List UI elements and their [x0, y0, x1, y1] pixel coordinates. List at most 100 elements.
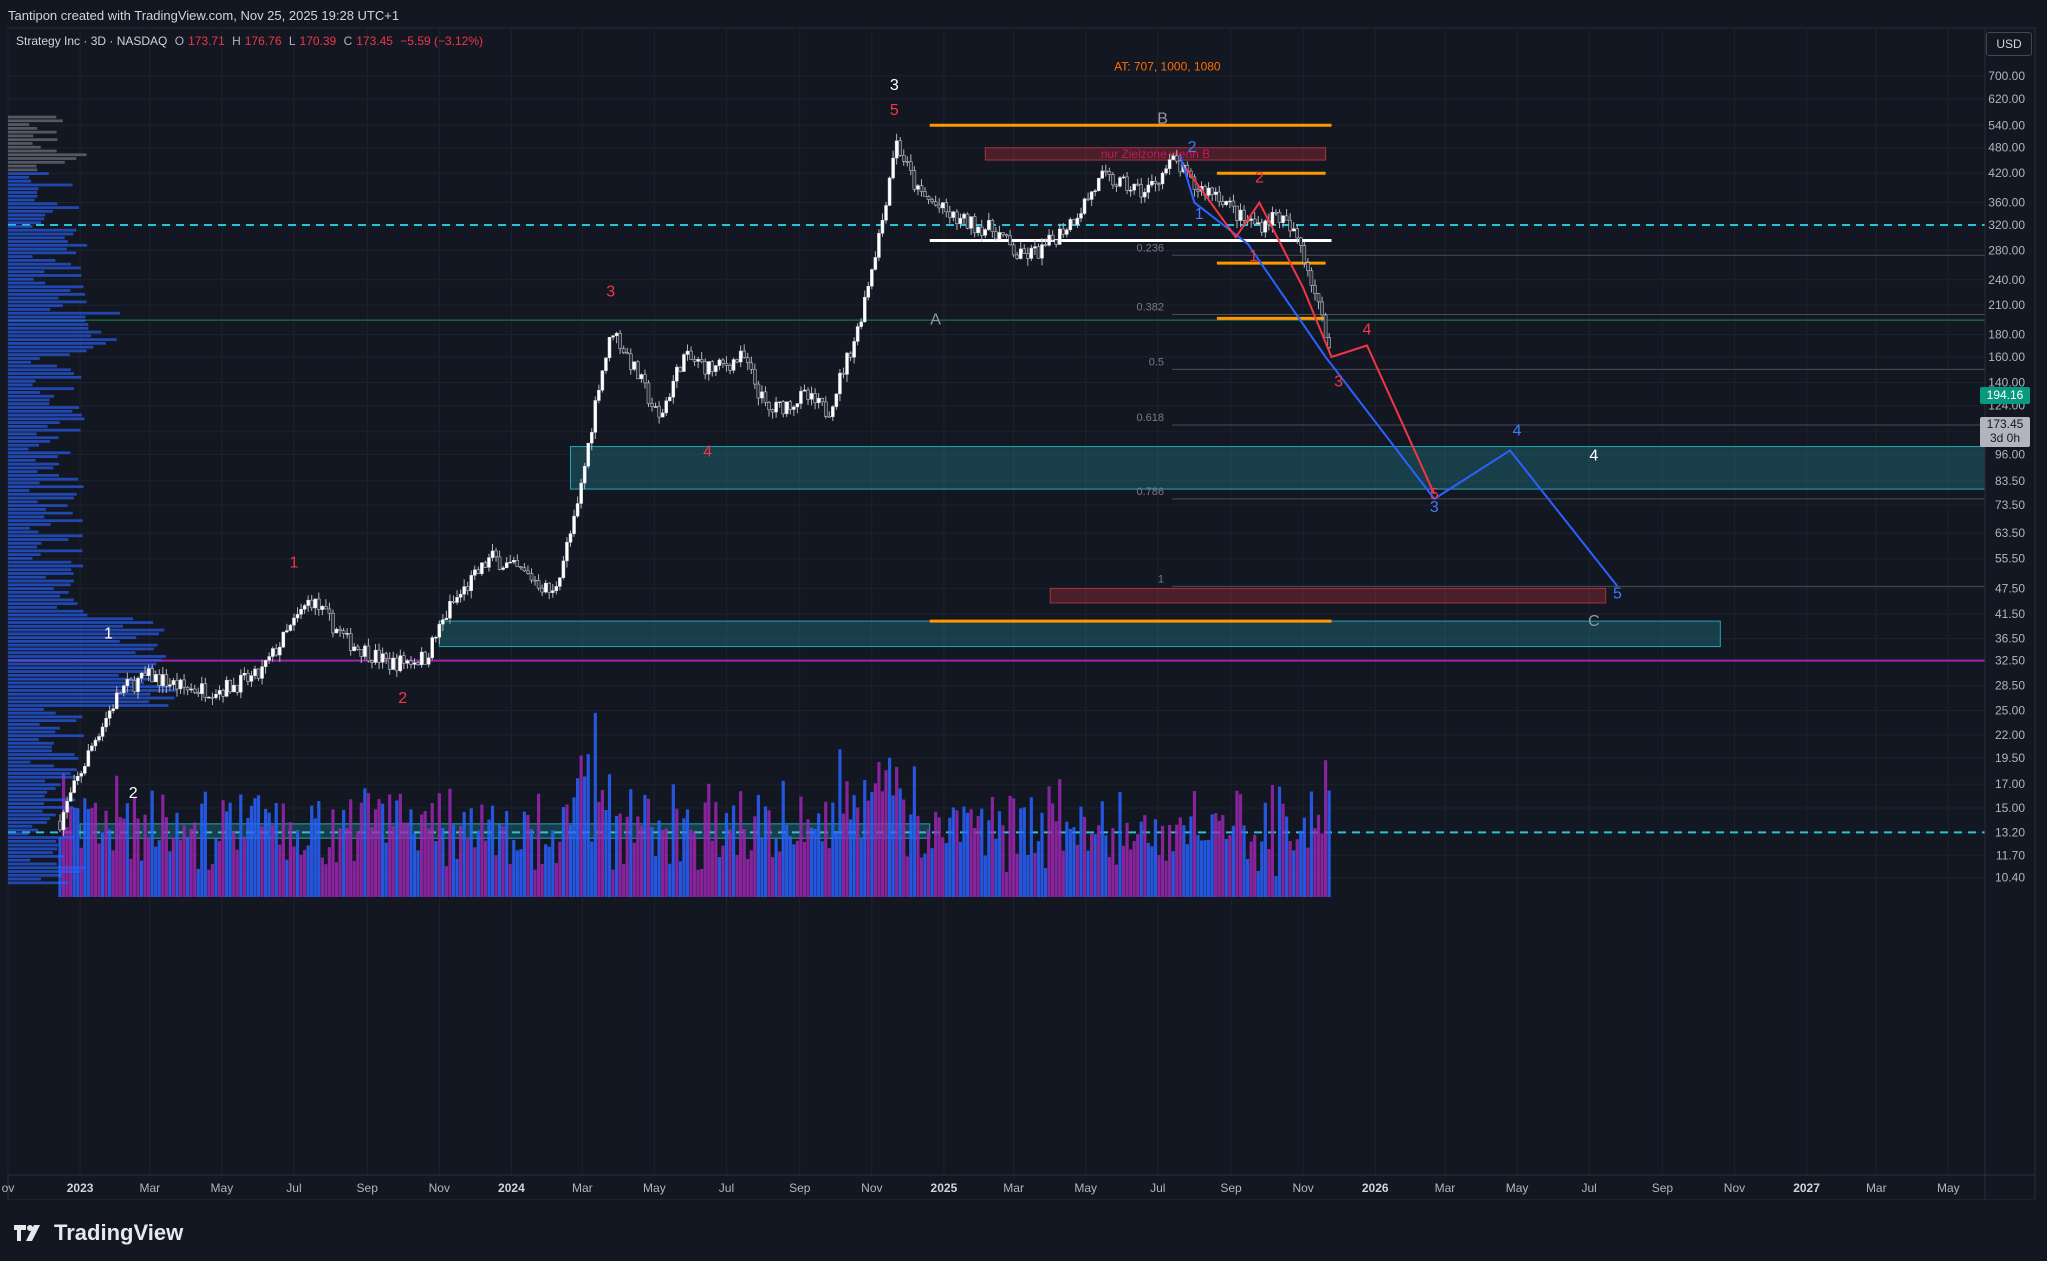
- volume-profile-bar: [8, 609, 84, 613]
- candle-body: [153, 674, 158, 683]
- y-tick-label: 280.00: [1988, 243, 2025, 257]
- volume-bar: [987, 820, 991, 897]
- zone-box: [438, 620, 1721, 648]
- volume-profile-bar: [8, 368, 71, 372]
- volume-bar: [1100, 801, 1104, 897]
- volume-profile-bar: [8, 270, 45, 274]
- volume-bar: [625, 816, 629, 897]
- volume-bar: [593, 712, 597, 897]
- candle-body: [877, 233, 881, 258]
- volume-bar: [1221, 815, 1225, 897]
- volume-bar: [1129, 849, 1133, 897]
- volume-profile-bar: [8, 198, 35, 202]
- volume-profile-bar: [8, 670, 156, 673]
- volume-bar: [586, 754, 590, 897]
- candle-body: [1260, 222, 1264, 233]
- volume-profile-bar: [8, 360, 32, 364]
- wave-label: 2: [1255, 169, 1264, 186]
- x-tick-label: ov: [2, 1181, 15, 1195]
- volume-bar: [69, 807, 73, 897]
- candle-body: [1221, 201, 1225, 205]
- price-chart[interactable]: nur Zielzone wenn B 0.236 0.382 0.5 0.618 0.…: [0, 0, 2047, 1200]
- volume-bar: [774, 839, 778, 897]
- x-tick-label: 2025: [931, 1181, 958, 1195]
- candle-body: [845, 352, 849, 375]
- currency-button[interactable]: USD: [1986, 32, 2032, 56]
- candle-body: [551, 590, 555, 593]
- volume-profile-bar: [8, 666, 154, 670]
- candle-body: [1274, 212, 1278, 214]
- volume-bar: [1249, 841, 1253, 897]
- candle-body: [501, 567, 505, 570]
- candle-body: [270, 648, 275, 657]
- volume-bar: [558, 841, 562, 897]
- candle-body: [543, 582, 548, 593]
- symbol-name[interactable]: Strategy Inc · 3D · NASDAQ: [16, 34, 168, 48]
- volume-bar: [937, 817, 941, 897]
- candle-body: [426, 657, 431, 665]
- candle-body: [618, 332, 622, 349]
- volume-bar: [466, 837, 470, 897]
- candle-body: [86, 750, 91, 767]
- volume-profile-bar: [8, 824, 33, 828]
- tradingview-logo-icon: [14, 1225, 40, 1241]
- x-tick-label: Jul: [286, 1181, 301, 1195]
- volume-bar: [685, 809, 690, 897]
- volume-bar: [285, 859, 289, 897]
- volume-bar: [515, 850, 519, 897]
- candle-body: [1160, 172, 1165, 185]
- volume-profile-bar: [8, 858, 31, 862]
- volume-profile-bar: [8, 632, 159, 636]
- volume-profile-bar: [8, 443, 40, 447]
- volume-profile-bar: [8, 228, 77, 232]
- candle-body: [200, 683, 204, 694]
- candle-body: [777, 401, 782, 403]
- volume-bar: [568, 825, 573, 897]
- y-tick-label: 13.20: [1995, 825, 2025, 839]
- volume-bar: [402, 822, 406, 897]
- candle-body: [288, 624, 293, 631]
- volume-bar: [264, 808, 268, 897]
- candle-body: [1114, 184, 1119, 187]
- fib-label: 0.5: [1149, 356, 1164, 368]
- brand-name: TradingView: [54, 1220, 184, 1245]
- candle-body: [685, 350, 690, 355]
- volume-bar: [129, 858, 133, 897]
- volume-bar: [983, 855, 987, 897]
- volume-profile-bar: [8, 624, 123, 628]
- volume-bar: [398, 793, 402, 897]
- wave-blue-path: [1179, 155, 1619, 588]
- candle-body: [668, 396, 672, 402]
- volume-profile-bar: [8, 428, 81, 432]
- candle-body: [1043, 244, 1048, 246]
- volume-bar: [1079, 806, 1083, 897]
- volume-bar: [1093, 834, 1097, 897]
- volume-profile-bar: [8, 655, 167, 658]
- volume-profile-bar: [8, 621, 154, 624]
- tradingview-logo[interactable]: TradingView: [12, 1220, 183, 1246]
- volume-bar: [728, 829, 732, 897]
- volume-bar: [746, 858, 750, 897]
- volume-profile-bar: [8, 602, 78, 606]
- volume-profile-bar: [8, 700, 149, 704]
- volume-bar: [848, 819, 853, 897]
- volume-bar: [281, 803, 285, 897]
- candle-body: [540, 587, 544, 593]
- candle-body: [572, 515, 576, 534]
- volume-profile-bar: [8, 115, 57, 119]
- volume-bar: [763, 806, 768, 897]
- volume-bar: [79, 847, 83, 897]
- volume-bar: [583, 776, 587, 897]
- candle-body: [1100, 170, 1105, 179]
- candle-body: [813, 393, 817, 404]
- candle-body: [582, 465, 587, 484]
- candle-body: [97, 736, 101, 741]
- candle-body: [114, 692, 119, 709]
- volume-profile-bar: [8, 817, 51, 821]
- zone-box: [569, 446, 1986, 490]
- low-value: 170.39: [299, 34, 337, 48]
- candle-body: [767, 402, 771, 411]
- volume-profile-bar: [8, 881, 69, 885]
- candle-body: [224, 679, 229, 697]
- candle-body: [940, 202, 945, 209]
